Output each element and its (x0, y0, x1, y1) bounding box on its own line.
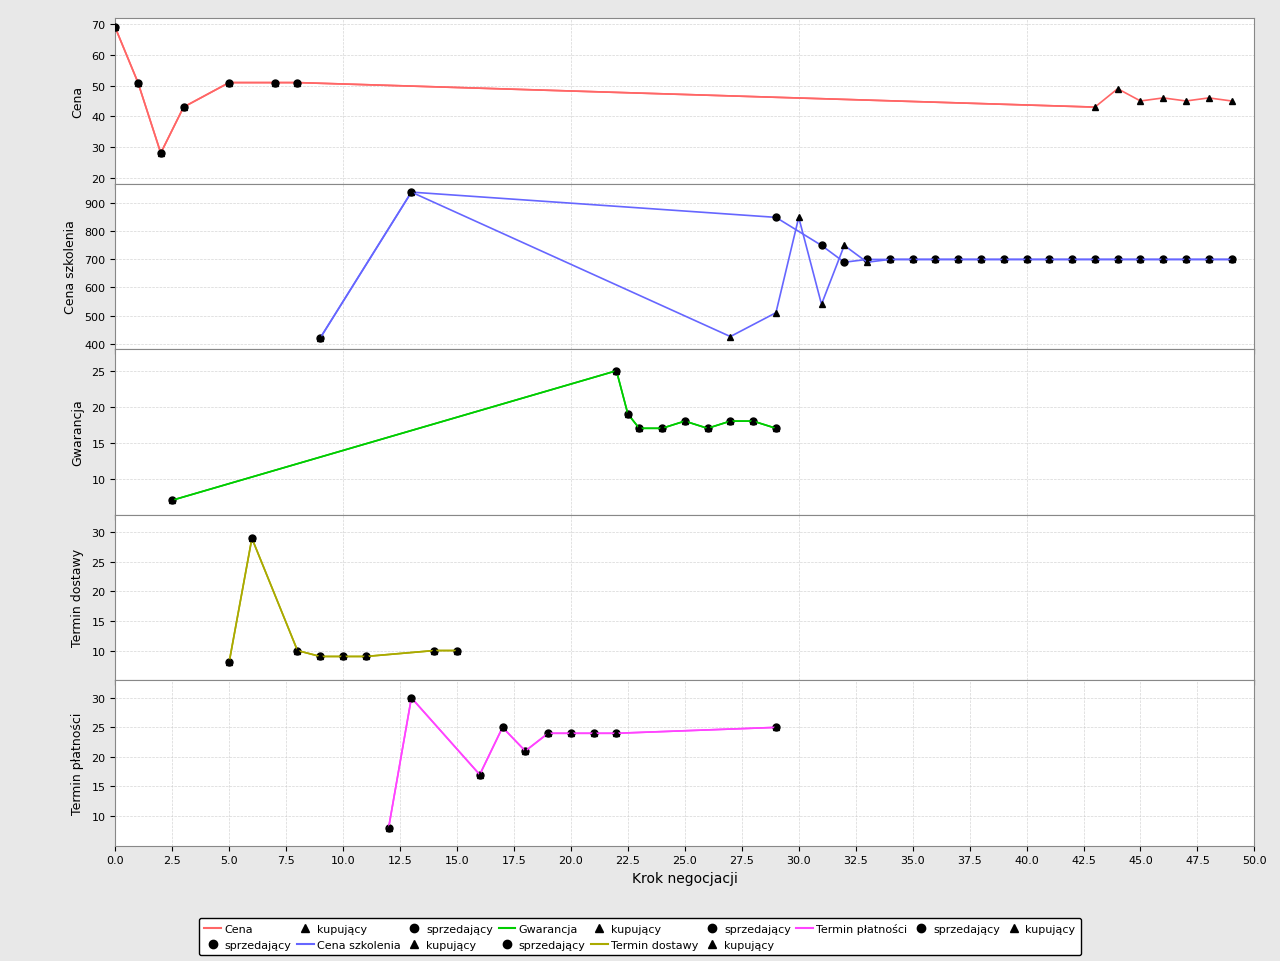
Y-axis label: Termin dostawy: Termin dostawy (72, 549, 84, 647)
Y-axis label: Termin płatności: Termin płatności (72, 712, 84, 814)
Legend: Cena, sprzedający, kupujący, Cena szkolenia, sprzedający, kupujący, Gwarancja, s: Cena, sprzedający, kupujący, Cena szkole… (198, 918, 1082, 955)
Y-axis label: Gwarancja: Gwarancja (72, 399, 84, 466)
Y-axis label: Cena: Cena (72, 86, 84, 118)
X-axis label: Krok negocjacji: Krok negocjacji (632, 871, 737, 885)
Y-axis label: Cena szkolenia: Cena szkolenia (64, 220, 77, 314)
